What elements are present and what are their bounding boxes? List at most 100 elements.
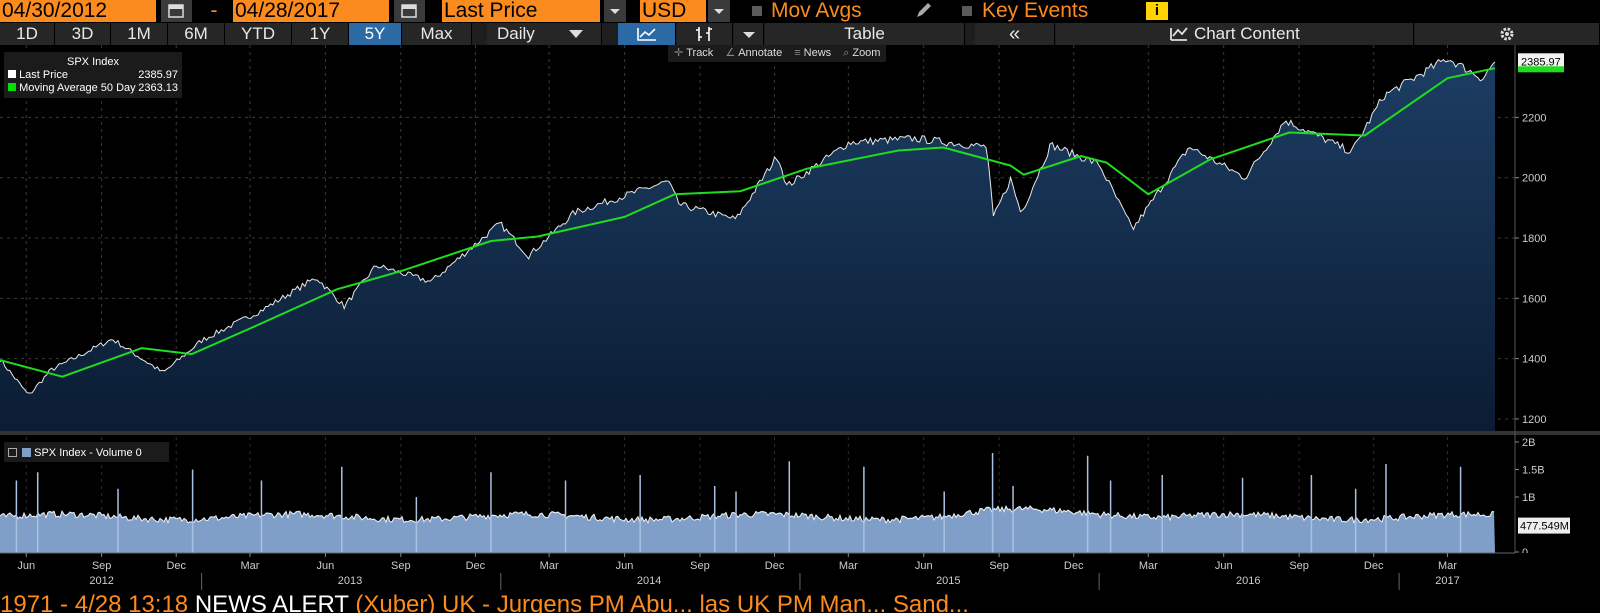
candle-chart-button[interactable] <box>677 23 733 45</box>
x-tick-label: Mar <box>839 560 858 572</box>
tool-label: Zoom <box>852 47 881 59</box>
frequency-dropdown-icon <box>569 30 583 38</box>
x-tick-label: Dec <box>166 560 186 572</box>
x-tick-label: Jun <box>1215 560 1233 572</box>
tool-annotate[interactable]: ∠ Annotate <box>725 47 782 59</box>
annotate-icon: ∠ <box>725 47 736 59</box>
frequency-select[interactable]: Daily <box>487 23 602 45</box>
vol-tick-label: 1.5B <box>1522 465 1545 477</box>
x-tick-label: Sep <box>989 560 1009 572</box>
field-dropdown-icon[interactable] <box>604 0 626 22</box>
price-badge: 2385.97 <box>1521 56 1561 68</box>
vol-tick-label: 2B <box>1522 437 1535 449</box>
end-calendar-icon[interactable] <box>394 0 425 22</box>
settings-button[interactable] <box>1415 23 1600 45</box>
volume-badge-bg <box>1518 517 1570 534</box>
candle-chart-icon <box>696 27 712 41</box>
tool-track[interactable]: ✛ Track <box>674 47 713 59</box>
x-year-label: 2013 <box>338 575 362 587</box>
key-events-label[interactable]: Key Events <box>982 0 1089 22</box>
x-tick-label: Jun <box>317 560 335 572</box>
x-tick-label: Sep <box>391 560 411 572</box>
gear-icon <box>1500 27 1514 41</box>
tool-label: News <box>803 47 832 59</box>
x-tick-label: Mar <box>1139 560 1158 572</box>
volume-average-line <box>0 505 1494 525</box>
y-tick-label: 1600 <box>1522 293 1546 305</box>
last-price-swatch <box>8 70 16 78</box>
ma-label: Moving Average 50 Day <box>19 82 136 94</box>
volume-swatch <box>22 448 32 457</box>
tool-zoom[interactable]: ⌕ Zoom <box>843 47 880 59</box>
ma-swatch <box>8 83 16 91</box>
period-tab-ytd[interactable]: YTD <box>225 23 292 45</box>
tool-label: Track <box>686 47 714 59</box>
collapse-button[interactable]: « <box>975 23 1055 45</box>
period-tab-6m[interactable]: 6M <box>168 23 225 45</box>
ma-value: 2363.13 <box>138 82 178 94</box>
x-tick-label: Mar <box>241 560 260 572</box>
volume-label: SPX Index - Volume 0 <box>34 447 142 459</box>
pencil-icon[interactable] <box>912 0 934 22</box>
news-text: (Xuber) UK - Jurgens PM Abu... las UK PM… <box>355 591 969 613</box>
vol-tick-label: 1B <box>1522 492 1535 504</box>
x-year-label: 2017 <box>1435 575 1459 587</box>
news-alert: NEWS ALERT <box>194 591 349 613</box>
volume-collapse-icon[interactable] <box>8 448 17 457</box>
table-button[interactable]: Table <box>765 23 965 45</box>
period-tab-5y[interactable]: 5Y <box>349 23 402 45</box>
track-icon: ✛ <box>674 47 684 59</box>
y-tick-label: 1800 <box>1522 233 1546 245</box>
x-year-label: 2016 <box>1236 575 1260 587</box>
end-date-field[interactable]: 04/28/2017 <box>233 0 389 22</box>
chart-tools-bar: ✛ Track ∠ Annotate ≡ News ⌕ Zoom <box>668 45 887 62</box>
price-badge-bg <box>1518 53 1564 70</box>
start-calendar-icon[interactable] <box>161 0 192 22</box>
x-tick-label: Mar <box>540 560 559 572</box>
last-price-label: Last Price <box>19 69 68 81</box>
period-tab-3d[interactable]: 3D <box>55 23 111 45</box>
field-select[interactable]: Last Price <box>442 0 600 22</box>
chart-content-icon <box>1170 27 1188 41</box>
chart-content-button[interactable]: Chart Content <box>1056 23 1414 45</box>
news-ticker[interactable]: 1971 - 4/28 13:18 NEWS ALERT (Xuber) UK … <box>0 590 1600 613</box>
mov-avgs-label[interactable]: Mov Avgs <box>771 0 862 22</box>
legend-title: SPX Index <box>67 56 119 68</box>
x-tick-label: Dec <box>765 560 785 572</box>
currency-dropdown-icon[interactable] <box>708 0 730 22</box>
date-separator: - <box>210 0 218 22</box>
news-prefix: 1971 - 4/28 13:18 <box>0 591 189 613</box>
key-events-checkbox[interactable] <box>962 6 972 16</box>
y-tick-label: 2000 <box>1522 173 1546 185</box>
y-tick-label: 1400 <box>1522 354 1546 366</box>
chart-type-dropdown-icon <box>743 32 755 38</box>
x-tick-label: Dec <box>1364 560 1384 572</box>
period-tab-max[interactable]: Max <box>402 23 472 45</box>
period-tab-1y[interactable]: 1Y <box>292 23 349 45</box>
tool-news[interactable]: ≡ News <box>794 47 831 59</box>
mov-avgs-checkbox[interactable] <box>752 6 762 16</box>
x-tick-label: Sep <box>92 560 112 572</box>
x-tick-label: Mar <box>1438 560 1457 572</box>
price-chart[interactable]: 1200140016001800200022002385.9701B1.5B2B… <box>0 45 1600 590</box>
x-tick-label: Jun <box>616 560 634 572</box>
period-tab-1d[interactable]: 1D <box>0 23 55 45</box>
chart-content-label: Chart Content <box>1193 24 1300 43</box>
x-tick-label: Sep <box>1289 560 1309 572</box>
start-date-field[interactable]: 04/30/2012 <box>0 0 156 22</box>
currency-select[interactable]: USD <box>640 0 706 22</box>
x-tick-label: Dec <box>1064 560 1084 572</box>
x-tick-label: Jun <box>17 560 35 572</box>
x-tick-label: Dec <box>466 560 486 572</box>
period-tab-1m[interactable]: 1M <box>111 23 168 45</box>
info-icon[interactable]: i <box>1146 2 1168 20</box>
x-year-label: 2015 <box>936 575 960 587</box>
y-tick-label: 1200 <box>1522 414 1546 426</box>
line-chart-icon <box>637 28 656 41</box>
volume-badge: 477.549M <box>1520 521 1569 533</box>
x-tick-label: Jun <box>915 560 933 572</box>
last-price-value: 2385.97 <box>138 69 178 81</box>
y-tick-label: 2200 <box>1522 112 1546 124</box>
chart-type-dropdown[interactable] <box>734 23 764 45</box>
line-chart-button[interactable] <box>618 23 676 45</box>
